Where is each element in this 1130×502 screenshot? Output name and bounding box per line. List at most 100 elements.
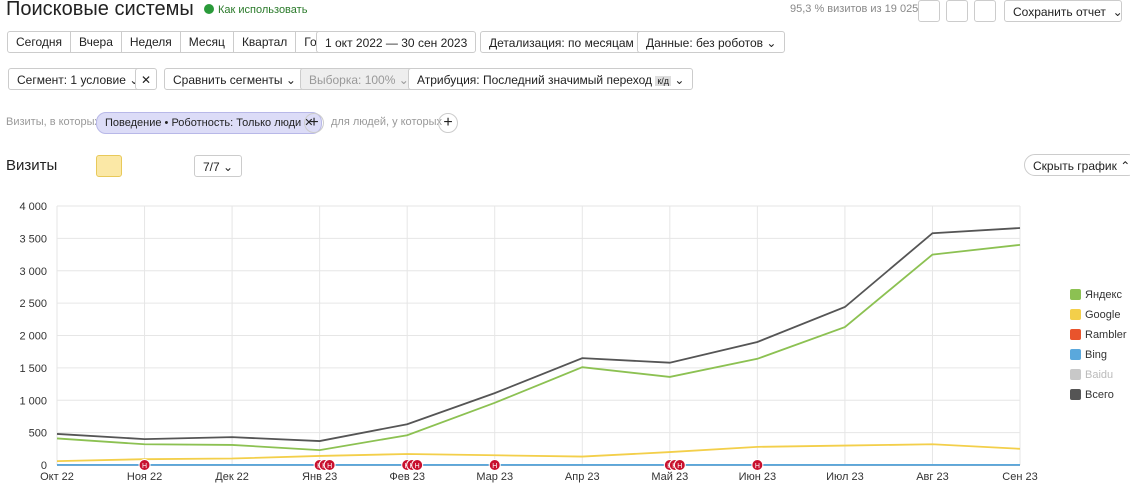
attribution-badge: к/д — [655, 76, 672, 86]
legend-checkbox — [1070, 289, 1081, 300]
filter-chip[interactable]: Поведение • Роботность: Только люди ✕ — [96, 112, 323, 134]
annotation: Н — [488, 459, 501, 471]
series-line — [56, 227, 1021, 442]
y-tick-label: 2 000 — [19, 331, 47, 343]
y-tick-label: 3 000 — [19, 266, 47, 278]
annotation-dot — [673, 459, 686, 471]
legend-label: Яндекс — [1085, 289, 1122, 301]
sampling-text: Выборка: 100% — [309, 73, 396, 87]
annotation-label: Н — [677, 463, 682, 470]
annotation-label: Н — [755, 463, 760, 470]
annotation-dot — [138, 459, 151, 471]
period-button[interactable]: Квартал — [232, 31, 297, 53]
annotation-label: Н — [142, 463, 147, 470]
share-button[interactable] — [974, 0, 996, 22]
legend-label: Всего — [1085, 389, 1114, 401]
hide-chart-text: Скрыть график — [1033, 159, 1117, 173]
y-tick-label: 0 — [41, 460, 47, 472]
detail-text: Детализация: по месяцам — [489, 36, 634, 50]
annotation: Н — [751, 459, 764, 471]
y-tick-label: 4 000 — [19, 201, 47, 213]
x-tick-label: Авг 23 — [916, 471, 948, 483]
legend-checkbox — [1070, 309, 1081, 320]
legend-label: Bing — [1085, 349, 1107, 361]
legend-checkbox — [1070, 369, 1081, 380]
segment-text: Сегмент: 1 условие — [17, 73, 126, 87]
data-select[interactable]: Данные: без роботов ⌄ — [637, 31, 786, 53]
page-title: Поисковые системы — [6, 0, 194, 20]
segment-select[interactable]: Сегмент: 1 условие ⌄ — [8, 68, 149, 90]
segment-clear[interactable]: ✕ — [135, 68, 157, 90]
sample-info: 95,3 % визитов из 19 025 — [790, 3, 919, 15]
x-tick-label: Май 23 — [651, 471, 688, 483]
history-button[interactable] — [918, 0, 940, 22]
annotation-label: Н — [327, 463, 332, 470]
y-tick-label: 2 500 — [19, 298, 47, 310]
detail-select[interactable]: Детализация: по месяцам ⌄ — [480, 31, 657, 53]
annotation-dot — [488, 459, 501, 471]
annotation-label: Н — [492, 463, 497, 470]
chart-title: Визиты — [6, 157, 58, 174]
add-filter[interactable]: + — [304, 113, 324, 133]
series-line — [56, 243, 1021, 452]
legend-checkbox — [1070, 329, 1081, 340]
chart: 0 500 1 000 1 500 2 000 2 500 3 000 3 500 4 000 О… — [19, 201, 1127, 483]
filter-prefix: Визиты, в которых — [6, 116, 100, 128]
period-button[interactable]: Сегодня — [7, 31, 71, 53]
x-tick-label: Июл 23 — [826, 471, 864, 483]
attribution-select[interactable]: Атрибуция: Последний значимый переход к/… — [408, 68, 694, 90]
y-tick-label: 3 500 — [19, 233, 47, 245]
legend-label: Baidu — [1085, 369, 1113, 381]
y-tick-label: 1 500 — [19, 363, 47, 375]
y-tick-label: 500 — [29, 428, 47, 440]
x-tick-label: Мар 23 — [476, 471, 513, 483]
x-tick-label: Июн 23 — [739, 471, 777, 483]
date-range[interactable]: 1 окт 2022 — 30 сен 2023 — [316, 31, 477, 53]
y-tick-label: 1 000 — [19, 395, 47, 407]
period-button[interactable]: Месяц — [179, 31, 234, 53]
help-text: Как использовать — [218, 4, 308, 16]
filter-chip-text: Поведение • Роботность: Только люди — [105, 117, 302, 129]
legend-label: Google — [1085, 309, 1120, 321]
annotation: Н — [138, 459, 151, 471]
annotation-dot — [323, 459, 336, 471]
help-link[interactable]: Как использовать — [204, 4, 307, 16]
series-count[interactable]: 7/7 ⌄ — [194, 155, 243, 177]
legend-label: Rambler — [1085, 329, 1127, 341]
x-tick-label: Фев 23 — [389, 471, 425, 483]
line-mode[interactable] — [96, 155, 122, 177]
series-line — [56, 443, 1021, 463]
x-tick-label: Сен 23 — [1002, 471, 1037, 483]
annotation: Н — [411, 459, 424, 471]
save-text: Сохранить отчет — [1013, 5, 1106, 19]
filter-suffix: для людей, у которых — [331, 116, 442, 128]
x-tick-label: Окт 22 — [40, 471, 74, 483]
annotation: Н — [673, 459, 686, 471]
legend-checkbox — [1070, 389, 1081, 400]
x-tick-label: Апр 23 — [565, 471, 600, 483]
x-tick-label: Дек 22 — [215, 471, 249, 483]
save-button[interactable]: Сохранить отчет ⌄ — [1004, 0, 1123, 22]
period-group: Сегодня Вчера Неделя Месяц Квартал Год — [7, 31, 333, 53]
data-text: Данные: без роботов — [646, 36, 764, 50]
sampling-select[interactable]: Выборка: 100% ⌄ — [300, 68, 418, 90]
export-button[interactable] — [946, 0, 968, 22]
annotation-dot — [751, 459, 764, 471]
series-count-text: 7/7 — [203, 160, 220, 174]
legend-checkbox — [1070, 349, 1081, 360]
hide-chart[interactable]: Скрыть график ⌃ — [1024, 154, 1130, 176]
annotation-label: Н — [415, 463, 420, 470]
period-button[interactable]: Вчера — [70, 31, 122, 53]
add-user-filter[interactable]: + — [438, 113, 458, 133]
compare-text: Сравнить сегменты — [173, 73, 283, 87]
x-tick-label: Янв 23 — [302, 471, 337, 483]
compare-select[interactable]: Сравнить сегменты ⌄ — [164, 68, 305, 90]
attribution-text: Атрибуция: Последний значимый переход — [417, 73, 652, 87]
date-range-text: 1 окт 2022 — 30 сен 2023 — [325, 36, 468, 50]
annotation-dot — [411, 459, 424, 471]
annotation: Н — [323, 459, 336, 471]
period-button[interactable]: Неделя — [120, 31, 181, 53]
x-tick-label: Ноя 22 — [127, 471, 162, 483]
